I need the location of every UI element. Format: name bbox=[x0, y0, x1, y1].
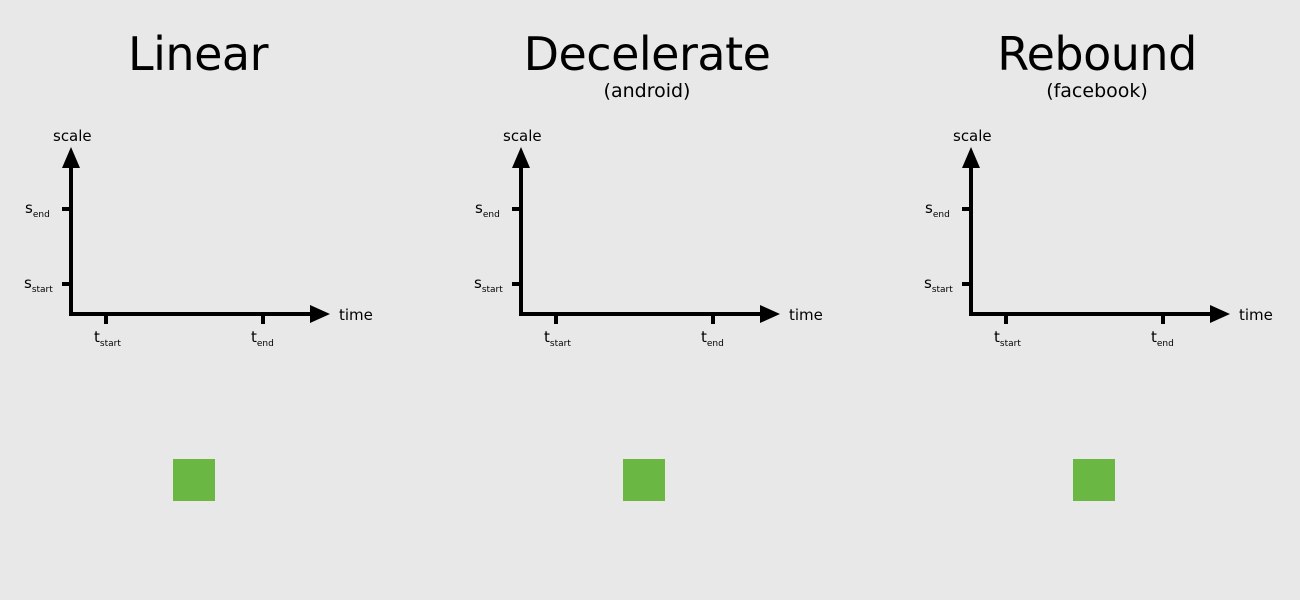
y-tick-label-start: sstart bbox=[24, 274, 53, 295]
panel-linear: Linear scale time send sstart tstart ten… bbox=[0, 0, 400, 600]
scale-time-graph: scale time send sstart tstart tend bbox=[474, 127, 823, 349]
x-axis-arrow-icon bbox=[310, 305, 330, 323]
panel-subtitle: (android) bbox=[603, 80, 691, 102]
x-tick-label-end: tend bbox=[251, 328, 274, 349]
x-tick-label-start: tstart bbox=[544, 328, 571, 349]
y-axis-label: scale bbox=[53, 127, 92, 145]
panel-subtitle: (facebook) bbox=[1046, 80, 1148, 102]
x-axis-label: time bbox=[1239, 306, 1273, 324]
y-tick-label-end: send bbox=[25, 199, 50, 220]
animated-square bbox=[623, 459, 665, 501]
y-axis-arrow-icon bbox=[62, 147, 80, 168]
y-axis-arrow-icon bbox=[962, 147, 980, 168]
panel-title: Rebound bbox=[997, 27, 1197, 81]
y-axis-arrow-icon bbox=[512, 147, 530, 168]
x-tick-label-end: tend bbox=[701, 328, 724, 349]
panel-title: Decelerate bbox=[523, 27, 771, 81]
scale-time-graph: scale time send sstart tstart tend bbox=[924, 127, 1273, 349]
panel-decelerate: Decelerate (android) scale time send sst… bbox=[450, 0, 850, 600]
x-tick-label-start: tstart bbox=[94, 328, 121, 349]
y-axis-label: scale bbox=[953, 127, 992, 145]
y-axis-label: scale bbox=[503, 127, 542, 145]
animated-square bbox=[1073, 459, 1115, 501]
x-axis-arrow-icon bbox=[760, 305, 780, 323]
x-axis-label: time bbox=[789, 306, 823, 324]
x-tick-label-end: tend bbox=[1151, 328, 1174, 349]
y-tick-label-end: send bbox=[475, 199, 500, 220]
y-tick-label-start: sstart bbox=[924, 274, 953, 295]
x-tick-label-start: tstart bbox=[994, 328, 1021, 349]
scale-time-graph: scale time send sstart tstart tend bbox=[24, 127, 373, 349]
panel-rebound: Rebound (facebook) scale time send sstar… bbox=[900, 0, 1300, 600]
x-axis-label: time bbox=[339, 306, 373, 324]
animated-square bbox=[173, 459, 215, 501]
x-axis-arrow-icon bbox=[1210, 305, 1230, 323]
y-tick-label-end: send bbox=[925, 199, 950, 220]
y-tick-label-start: sstart bbox=[474, 274, 503, 295]
panel-title: Linear bbox=[128, 27, 268, 81]
